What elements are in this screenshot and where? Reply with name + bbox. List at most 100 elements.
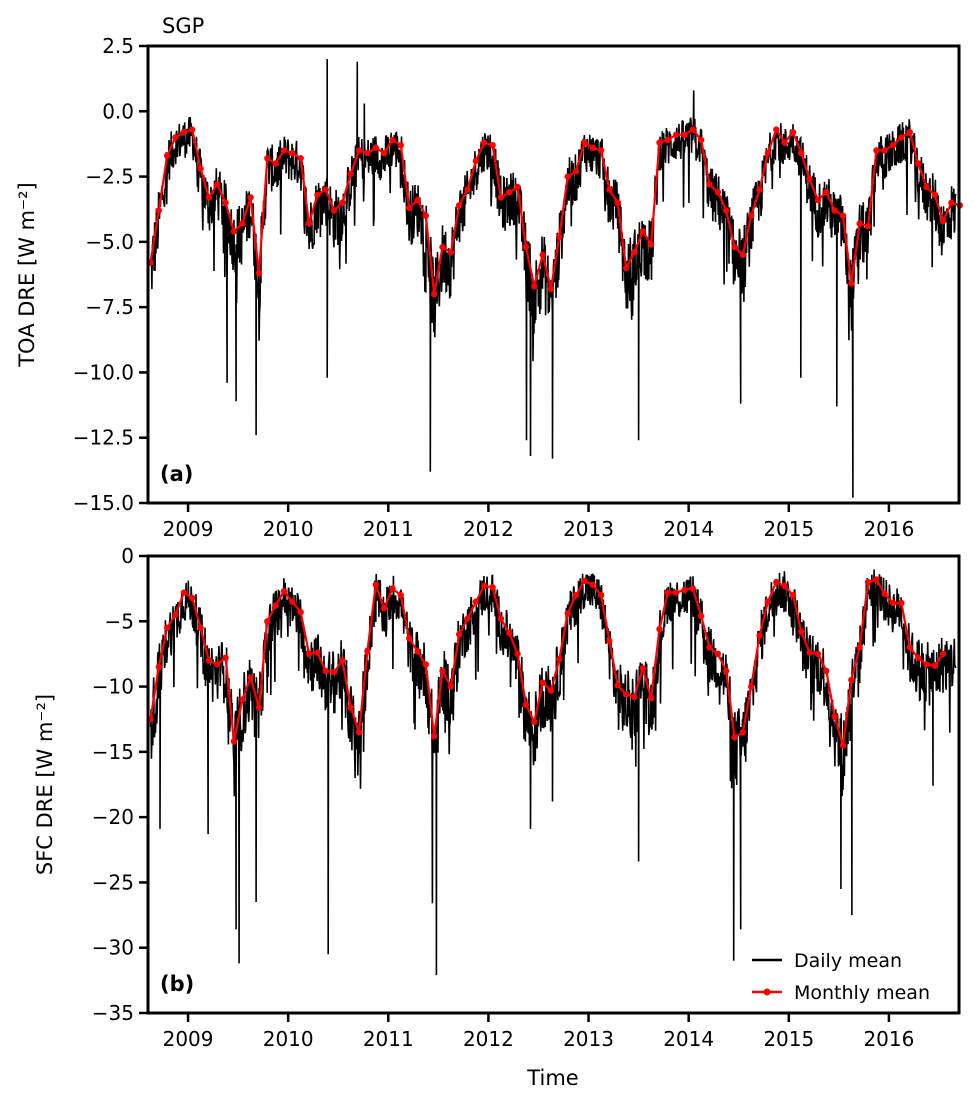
y-tick-label: −12.5 [73,426,134,450]
monthly-mean-point [364,149,371,157]
monthly-mean-point [823,667,830,675]
monthly-mean-point [339,657,346,664]
x-tick-label: 2013 [563,517,614,541]
monthly-mean-point [414,196,421,204]
monthly-mean-point [172,611,179,618]
monthly-mean-point [439,243,446,251]
monthly-mean-point [873,576,880,583]
monthly-mean-point [773,126,780,133]
y-tick-label: −15.0 [73,491,134,515]
monthly-mean-point [330,207,338,214]
monthly-mean-point [230,228,238,235]
monthly-mean-point [856,644,863,651]
monthly-mean-point [272,602,279,609]
monthly-mean-point [889,599,897,607]
monthly-mean-point [739,251,747,259]
monthly-mean-point [347,170,354,178]
monthly-mean-point [172,134,179,141]
monthly-mean-point [164,624,171,631]
x-tick-label: 2015 [763,517,814,541]
monthly-mean-point [914,654,922,661]
monthly-mean-point [314,649,321,656]
monthly-mean-point [497,615,505,622]
monthly-mean-point [447,249,455,256]
monthly-mean-point [464,615,471,622]
monthly-mean-point [789,129,797,136]
legend-monthly-marker [763,988,771,996]
monthly-mean-point [406,635,413,642]
monthly-mean-point [347,704,354,711]
monthly-mean-point [472,598,480,605]
monthly-mean-point [572,168,580,175]
monthly-mean-point [656,625,663,633]
monthly-mean-point [714,650,722,658]
monthly-mean-point [647,695,655,702]
monthly-mean-point [297,155,304,162]
monthly-mean-point [305,220,313,227]
y-axis-a: 2.5 0.0 −2.5 −5.0 −7.5 −10.0 −12.5 −15.0 [73,34,148,515]
monthly-mean-point [672,131,680,138]
figure-title: SGP [162,14,204,38]
monthly-mean-point [189,126,196,133]
daily-mean-line-a [149,59,957,498]
monthly-mean-point [881,590,888,598]
monthly-mean-point [197,624,204,631]
monthly-mean-point [681,586,688,594]
monthly-mean-point [205,657,213,664]
monthly-mean-point [522,701,530,709]
monthly-mean-point [255,270,263,277]
monthly-mean-point [431,290,438,298]
monthly-mean-point [806,176,813,183]
monthly-mean-point [414,648,421,655]
legend: Daily mean Monthly mean [752,950,930,1004]
monthly-mean-point [931,191,938,199]
monthly-mean-point [472,157,480,165]
monthly-mean-point [898,134,905,141]
monthly-mean-point [389,585,396,592]
monthly-mean-point [614,199,621,206]
x-tick-label: 2009 [163,517,214,541]
monthly-mean-point [781,139,788,146]
monthly-mean-line-b [147,576,947,749]
monthly-mean-point [489,142,496,149]
panel-label-b: (b) [160,972,194,996]
monthly-mean-point [205,194,213,201]
axes-frame-a [146,44,961,505]
monthly-mean-point [923,661,930,668]
monthly-mean-point [547,285,555,293]
monthly-mean-point [422,661,429,668]
x-tick-label: 2014 [663,1027,714,1051]
monthly-mean-point [631,249,638,256]
monthly-mean-point [372,144,379,151]
monthly-mean-point [355,729,363,736]
monthly-mean-point [389,136,396,144]
monthly-mean-point [698,136,705,144]
monthly-mean-point [748,683,755,690]
monthly-mean-point [380,149,388,157]
monthly-mean-point [264,618,271,625]
x-tick-label: 2015 [763,1027,814,1051]
monthly-mean-point [314,191,321,199]
monthly-mean-point [481,139,488,146]
monthly-mean-point [798,628,805,635]
panel-label-a: (a) [160,462,193,486]
monthly-mean-point [647,241,655,248]
y-tick-label: −30 [92,936,134,960]
monthly-mean-point [556,233,563,240]
monthly-mean-point [330,669,338,676]
monthly-mean-point [531,718,538,725]
monthly-mean-point [481,582,488,590]
monthly-mean-point [222,199,229,206]
monthly-mean-point [931,662,938,669]
monthly-mean-point [764,598,772,605]
y-tick-label: −10 [92,675,134,699]
monthly-mean-point [355,147,363,154]
monthly-mean-point [547,687,555,694]
x-tick-label: 2011 [363,517,414,541]
monthly-mean-point [322,667,329,675]
monthly-mean-point [739,729,747,736]
monthly-mean-point [731,243,738,251]
monthly-mean-point [756,186,763,193]
monthly-mean-point [748,212,755,219]
monthly-mean-point [197,165,204,172]
